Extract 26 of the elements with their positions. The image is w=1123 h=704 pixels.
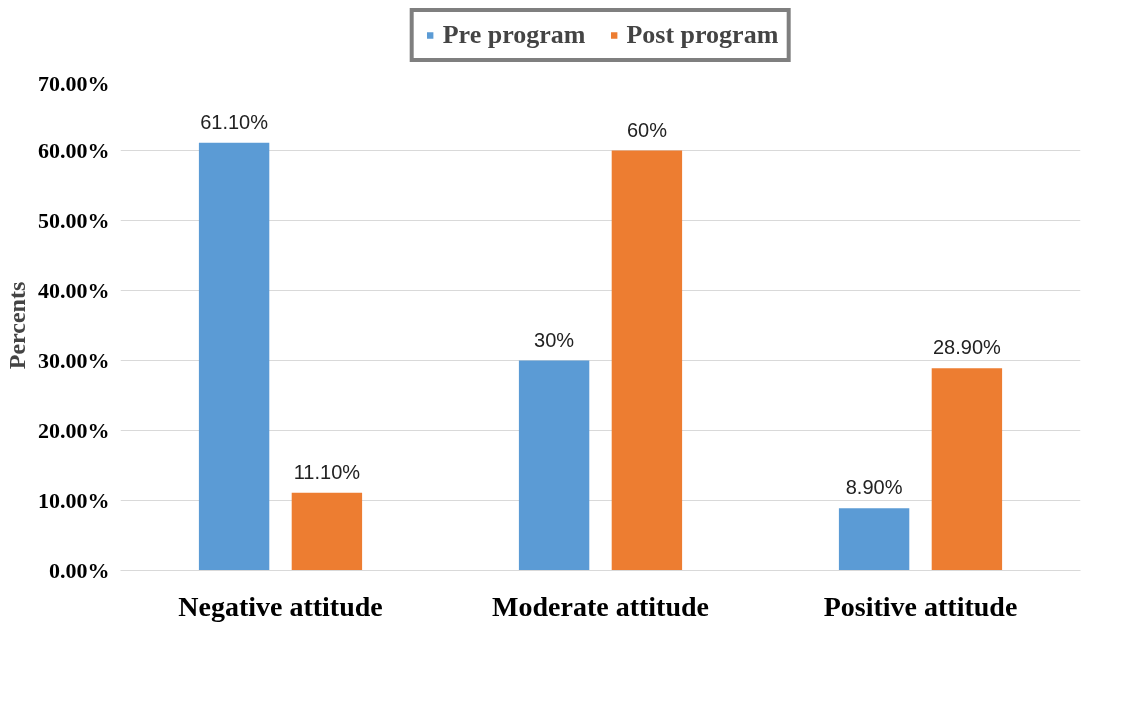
bar <box>838 508 910 571</box>
x-tick-label: Negative attitude <box>178 590 383 622</box>
y-tick-label: 40.00% <box>38 278 110 303</box>
y-axis-title: Percents <box>4 281 30 370</box>
data-label: 8.90% <box>845 476 903 499</box>
bar <box>198 142 270 571</box>
bar <box>611 150 683 571</box>
data-label: 28.90% <box>932 336 1002 359</box>
data-label: 61.10% <box>200 110 269 133</box>
legend-label: Post program <box>626 20 779 50</box>
y-tick-label: 70.00% <box>38 70 110 96</box>
y-tick-label: 10.00% <box>38 488 110 513</box>
x-tick-label: Moderate attitude <box>492 590 709 622</box>
data-label: 30% <box>534 328 575 351</box>
data-label: 11.10% <box>293 460 361 483</box>
y-tick-label: 30.00% <box>38 348 110 373</box>
bar <box>518 360 590 571</box>
y-tick-label: 0.00% <box>49 558 110 583</box>
x-tick-label: Positive attitude <box>823 590 1018 622</box>
y-tick-label: 60.00% <box>38 138 110 163</box>
bar <box>931 368 1003 571</box>
legend-label: Pre program <box>442 20 586 50</box>
data-label: 60% <box>626 118 668 141</box>
y-tick-label: 50.00% <box>38 208 110 233</box>
bar <box>291 492 363 571</box>
y-tick-label: 20.00% <box>38 418 110 443</box>
